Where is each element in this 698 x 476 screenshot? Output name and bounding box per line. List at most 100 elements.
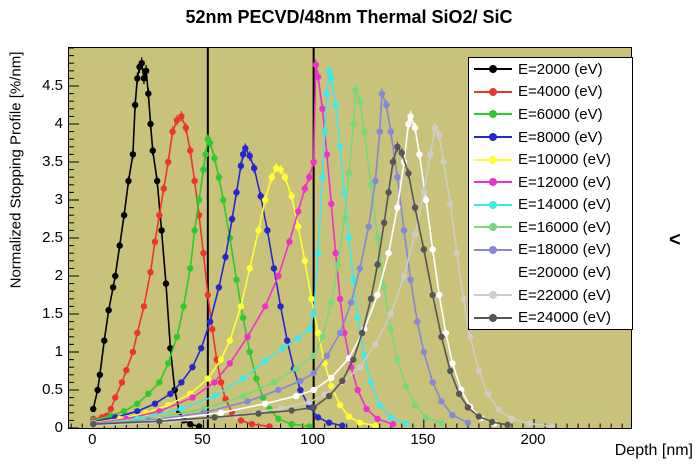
data-point <box>319 174 326 181</box>
data-point <box>275 386 282 394</box>
y-tick-label: 1.5 <box>42 305 63 322</box>
legend-label: E=6000 (eV) <box>518 105 603 123</box>
data-point <box>156 212 163 219</box>
data-point <box>354 314 361 321</box>
series-line <box>93 145 508 426</box>
data-point <box>314 329 322 337</box>
legend-dot <box>489 155 497 164</box>
data-point <box>277 303 284 310</box>
data-point <box>142 67 150 74</box>
data-point <box>336 143 344 150</box>
data-point <box>206 318 214 325</box>
data-point <box>120 408 128 415</box>
legend-dot <box>489 178 497 187</box>
data-point <box>389 158 397 166</box>
data-point <box>376 402 383 409</box>
data-point <box>323 90 331 97</box>
data-point <box>306 174 313 181</box>
data-point <box>310 404 317 411</box>
data-point <box>167 390 174 397</box>
data-point <box>123 367 130 374</box>
data-point <box>217 379 225 386</box>
data-point <box>526 420 533 427</box>
data-point <box>460 295 467 302</box>
data-point <box>372 422 379 428</box>
data-point <box>436 132 443 139</box>
data-point <box>310 310 317 318</box>
data-point <box>339 422 346 428</box>
data-point <box>372 341 379 348</box>
x-axis-title: Depth [nm] <box>614 442 693 459</box>
data-point <box>466 333 474 340</box>
data-point <box>310 386 317 394</box>
data-point <box>328 374 335 382</box>
series-line <box>93 93 469 426</box>
legend-marker-icon <box>474 176 512 188</box>
data-point <box>239 151 247 158</box>
data-point <box>301 185 309 192</box>
legend-marker-icon <box>474 199 512 211</box>
legend-marker-icon <box>474 289 512 301</box>
data-point <box>398 149 405 157</box>
data-point <box>332 250 339 257</box>
data-point <box>202 151 209 158</box>
data-point <box>345 170 353 177</box>
data-point <box>189 394 196 401</box>
legend-dot <box>489 200 497 209</box>
data-point <box>321 128 328 135</box>
data-point <box>228 215 236 223</box>
data-point <box>314 414 322 421</box>
data-point <box>173 117 181 124</box>
data-point <box>394 143 401 150</box>
data-point <box>147 269 154 276</box>
legend-item: E=18000 (eV) <box>469 239 632 262</box>
data-point <box>206 139 214 147</box>
data-point <box>164 360 172 367</box>
data-point <box>200 250 207 257</box>
data-point <box>237 303 245 310</box>
data-point <box>217 409 225 416</box>
data-point <box>134 400 141 407</box>
data-point <box>376 128 383 135</box>
data-point <box>350 120 357 128</box>
legend-dot <box>489 245 497 254</box>
data-point <box>264 227 271 234</box>
data-point <box>356 98 364 105</box>
series-line <box>93 89 442 425</box>
data-point <box>495 406 502 413</box>
legend-dot <box>489 268 497 277</box>
data-point <box>233 276 240 283</box>
data-point <box>323 352 331 359</box>
data-point <box>332 101 339 109</box>
data-point <box>306 423 313 428</box>
data-point <box>394 356 401 363</box>
data-point <box>242 145 249 152</box>
data-point <box>215 284 223 291</box>
data-point <box>352 86 359 93</box>
data-point <box>195 196 203 204</box>
data-point <box>160 185 167 192</box>
legend-item: E=20000 (eV) <box>469 261 632 284</box>
data-point <box>131 101 139 109</box>
legend-label: E=20000 (eV) <box>518 263 611 281</box>
data-point <box>191 177 198 185</box>
data-point <box>266 423 273 428</box>
data-point <box>255 227 262 234</box>
data-point <box>277 166 284 173</box>
data-point <box>475 367 483 375</box>
data-point <box>101 337 108 344</box>
data-point <box>112 394 119 401</box>
y-tick-label: 3.5 <box>42 153 63 170</box>
legend-dot <box>489 291 497 300</box>
data-point <box>169 128 176 135</box>
data-point <box>297 377 304 385</box>
data-point <box>548 423 555 428</box>
data-point <box>306 326 313 333</box>
legend-dot <box>489 87 497 96</box>
data-point <box>312 61 320 68</box>
data-point <box>407 113 414 120</box>
y-tick-label: 0.5 <box>42 381 63 398</box>
legend-item: E=12000 (eV) <box>469 171 632 194</box>
data-point <box>295 335 302 342</box>
